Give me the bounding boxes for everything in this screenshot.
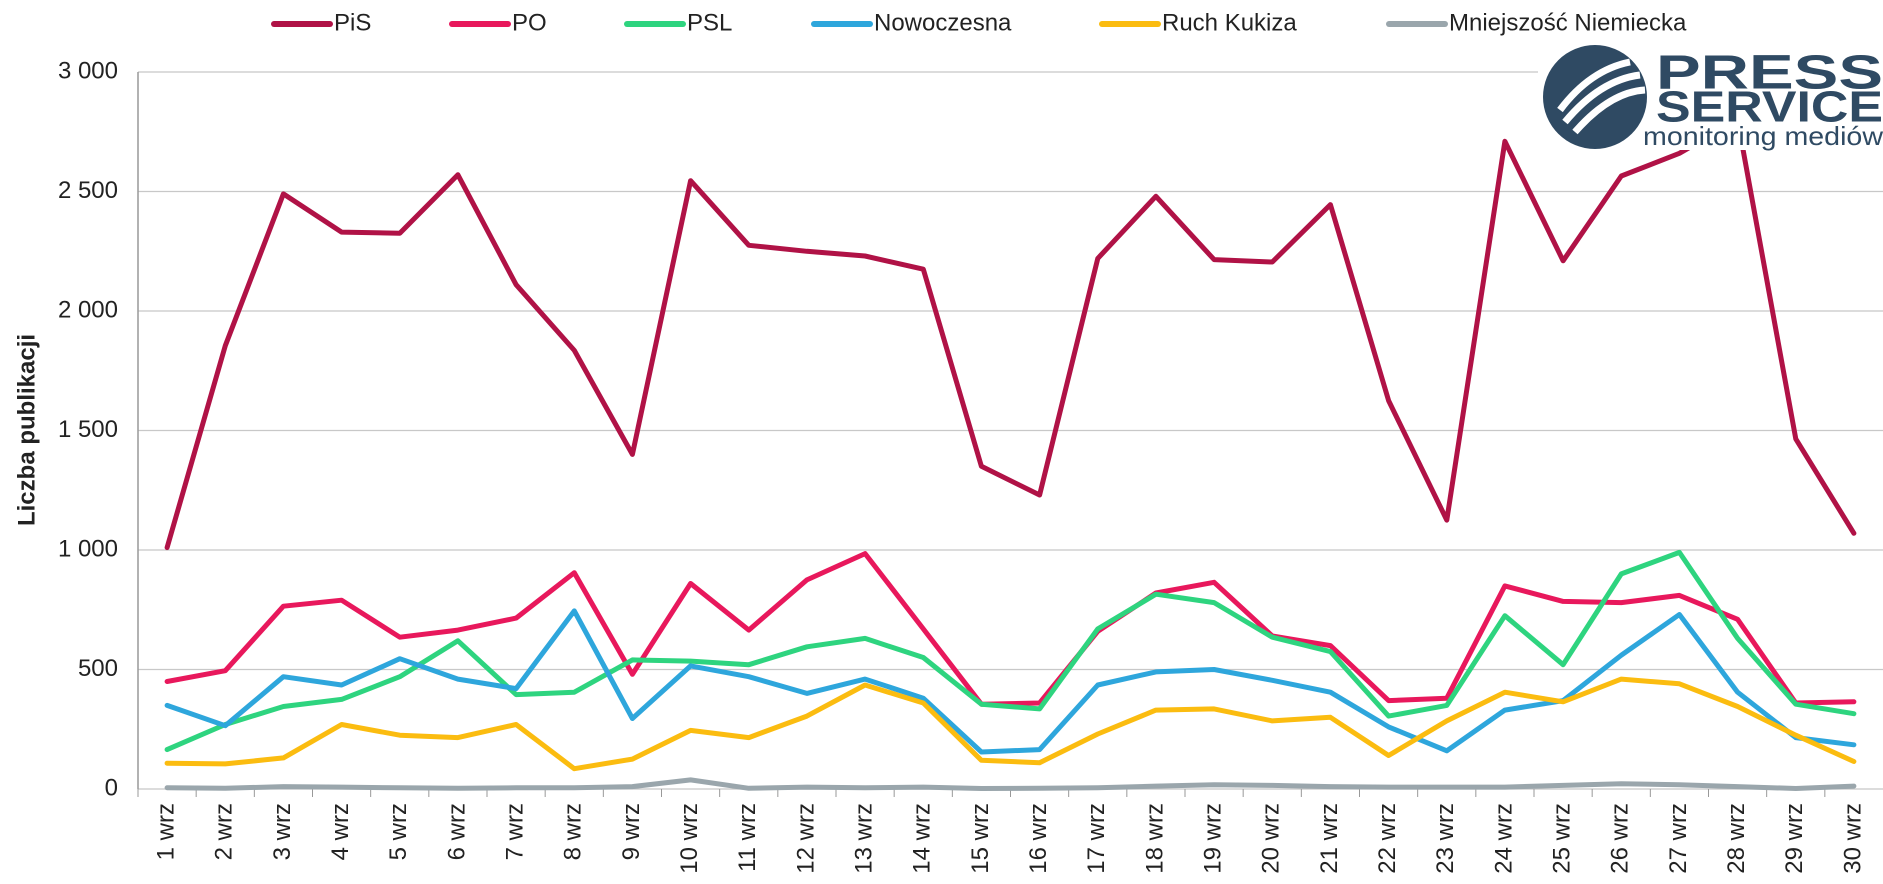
x-tick-label: 5 wrz: [385, 803, 412, 860]
legend-label: PO: [512, 9, 547, 36]
series-line: [164, 777, 1857, 791]
legend-label: Nowoczesna: [874, 9, 1012, 36]
y-tick-label: 1 500: [58, 416, 118, 443]
y-tick-label: 1 000: [58, 535, 118, 562]
x-tick-label: 17 wrz: [1083, 803, 1110, 874]
x-tick-label: 22 wrz: [1374, 803, 1401, 874]
legend-label: PiS: [334, 9, 371, 36]
logo-text: SERVICE: [1656, 83, 1883, 132]
x-tick-label: 20 wrz: [1258, 803, 1285, 874]
y-tick-label: 2 500: [58, 177, 118, 204]
x-tick-label: 10 wrz: [676, 803, 703, 874]
x-tick-label: 13 wrz: [850, 803, 877, 874]
x-tick-label: 15 wrz: [967, 803, 994, 874]
x-tick-label: 14 wrz: [909, 803, 936, 874]
logo: PRESS SERVICE monitoring mediów: [1538, 45, 1883, 151]
x-tick-label: 11 wrz: [734, 803, 761, 872]
y-tick-label: 3 000: [58, 57, 118, 84]
x-tick-label: 28 wrz: [1723, 803, 1750, 874]
legend-label: Ruch Kukiza: [1162, 9, 1297, 36]
x-tick-label: 8 wrz: [560, 803, 587, 860]
series-line: [164, 608, 1857, 755]
x-tick-label: 21 wrz: [1316, 803, 1343, 874]
x-tick-label: 16 wrz: [1025, 803, 1052, 874]
series-line: [164, 551, 1857, 707]
y-axis-label: Liczba publikacji: [13, 334, 40, 526]
legend-label: Mniejszość Niemiecka: [1449, 9, 1687, 36]
logo-stripes: [1557, 58, 1646, 135]
x-tick-label: 30 wrz: [1839, 803, 1866, 874]
x-tick-label: 29 wrz: [1781, 803, 1808, 874]
series-line: [164, 676, 1857, 772]
y-tick-label: 0: [105, 774, 118, 801]
logo-text: monitoring mediów: [1643, 121, 1883, 151]
logo-text: PRESS: [1656, 47, 1883, 100]
x-tick-label: 26 wrz: [1607, 803, 1634, 874]
x-tick-label: 7 wrz: [501, 803, 528, 860]
x-tick-label: 6 wrz: [443, 803, 470, 860]
series-line: [164, 117, 1857, 551]
x-tick-label: 23 wrz: [1432, 803, 1459, 874]
x-tick-label: 3 wrz: [269, 803, 296, 860]
x-tick-label: 9 wrz: [618, 803, 645, 860]
x-tick-label: 1 wrz: [152, 803, 179, 860]
x-tick-label: 18 wrz: [1141, 803, 1168, 874]
x-tick-label: 27 wrz: [1665, 803, 1692, 874]
y-tick-label: 500: [78, 655, 118, 682]
x-tick-label: 4 wrz: [327, 803, 354, 860]
series-line: [164, 549, 1857, 753]
x-tick-label: 24 wrz: [1490, 803, 1517, 874]
y-tick-label: 2 000: [58, 296, 118, 323]
legend-label: PSL: [687, 9, 732, 36]
x-tick-label: 2 wrz: [211, 803, 238, 860]
x-tick-label: 12 wrz: [792, 803, 819, 874]
plot-area: 0 500 1 000 1 500 2 000 2 500 3 000 1 wrz 2 wrz 3…: [58, 57, 1883, 874]
x-tick-label: 25 wrz: [1548, 803, 1575, 874]
x-tick-label: 19 wrz: [1199, 803, 1226, 874]
